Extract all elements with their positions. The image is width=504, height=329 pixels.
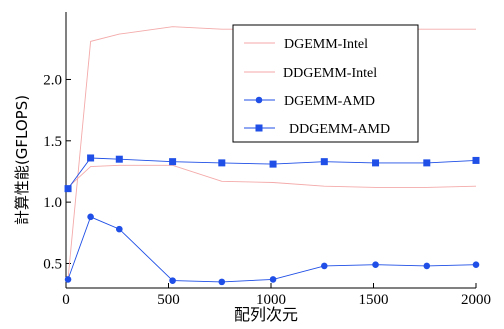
data-point-ddgemm-amd — [372, 159, 380, 167]
data-point-ddgemm-amd — [269, 160, 277, 168]
data-point-dgemm-amd — [218, 278, 226, 286]
data-point-ddgemm-amd — [115, 155, 123, 163]
x-tick-label: 2000 — [461, 292, 491, 308]
series-line-ddgemm-amd — [67, 157, 477, 189]
data-point-ddgemm-amd — [169, 158, 177, 166]
series-ddgemm-amd — [64, 154, 480, 193]
series-ddgemm-intel — [67, 164, 477, 188]
data-point-dgemm-amd — [472, 261, 480, 268]
legend-label-dgemm-amd: DGEMM-AMD — [284, 94, 375, 109]
legend-label-ddgemm-amd: DDGEMM-AMD — [289, 122, 390, 137]
data-point-ddgemm-amd — [87, 154, 95, 162]
legend-marker-ddgemm-amd — [255, 124, 263, 132]
data-point-dgemm-amd — [423, 262, 431, 270]
data-point-dgemm-amd — [87, 213, 94, 221]
data-point-ddgemm-amd — [218, 159, 226, 167]
data-point-dgemm-amd — [269, 276, 277, 283]
data-point-dgemm-amd — [372, 261, 379, 268]
y-tick-label: 1.0 — [43, 195, 62, 211]
series-line-ddgemm-intel — [67, 164, 477, 188]
y-tick-label: 0.5 — [43, 256, 62, 272]
y-axis-label: 計算性能(GFLOPS) — [13, 95, 31, 225]
y-tick-label: 2.0 — [43, 72, 62, 88]
x-tick-label: 0 — [62, 292, 70, 308]
axes: 0 500 1000 1500 2000 0.5 1.0 1.5 2.0 — [43, 12, 491, 308]
series-dgemm-amd — [64, 213, 480, 286]
legend-marker-dgemm-amd — [255, 96, 263, 104]
data-point-ddgemm-amd — [64, 185, 72, 193]
x-tick-label: 500 — [157, 292, 180, 308]
series-line-dgemm-amd — [67, 216, 477, 283]
legend-box — [232, 24, 419, 143]
data-point-dgemm-amd — [169, 277, 176, 284]
data-point-ddgemm-amd — [423, 159, 431, 167]
data-point-dgemm-amd — [321, 262, 328, 270]
legend: DGEMM-Intel DDGEMM-Intel DGEMM-AMD DDGEMM-A… — [232, 24, 419, 143]
plot-series — [64, 26, 480, 286]
data-point-dgemm-amd — [116, 225, 123, 233]
x-tick-label: 1000 — [256, 292, 286, 308]
legend-label-ddgemm-intel: DDGEMM-Intel — [283, 66, 377, 81]
x-tick-label: 1500 — [359, 292, 389, 308]
y-tick-label: 1.5 — [43, 134, 62, 150]
data-point-ddgemm-amd — [320, 158, 328, 166]
data-point-ddgemm-amd — [472, 156, 480, 164]
legend-label-dgemm-intel: DGEMM-Intel — [284, 37, 368, 52]
data-point-dgemm-amd — [64, 276, 72, 283]
x-axis-label: 配列次元 — [234, 305, 298, 324]
